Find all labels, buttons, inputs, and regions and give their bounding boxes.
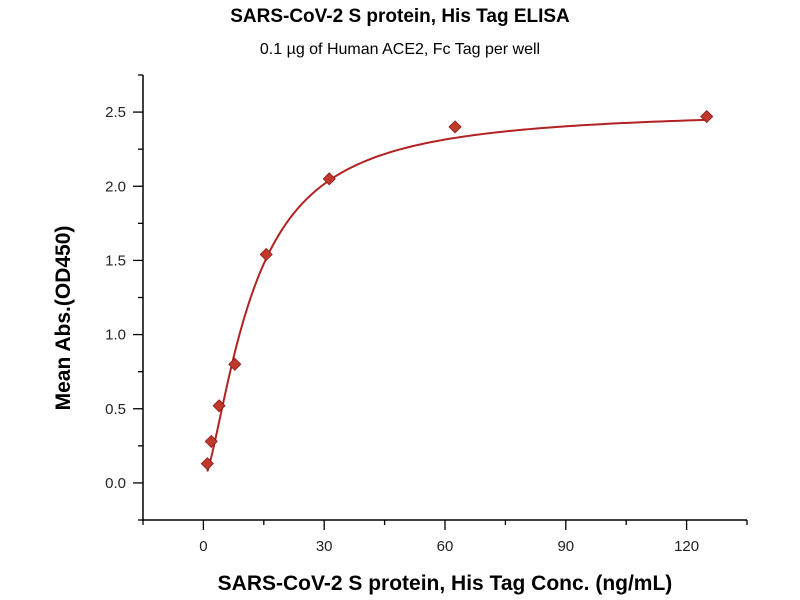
y-tick-label: 1.5	[105, 252, 126, 269]
data-point	[204, 434, 218, 448]
y-tick-label: 2.5	[105, 104, 126, 121]
x-tick-label: 120	[674, 538, 699, 555]
x-tick-label: 90	[557, 538, 574, 555]
y-tick-label: 0.0	[105, 475, 126, 492]
data-point	[322, 172, 336, 186]
chart-subtitle: 0.1 µg of Human ACE2, Fc Tag per well	[260, 41, 540, 58]
y-tick-label: 0.5	[105, 401, 126, 418]
data-point	[448, 120, 462, 134]
data-point	[212, 399, 226, 413]
data-point	[200, 457, 214, 471]
y-tick-label: 2.0	[105, 178, 126, 195]
x-axis-label: SARS-CoV-2 S protein, His Tag Conc. (ng/…	[218, 572, 673, 595]
y-axis-label: Mean Abs.(OD450)	[52, 226, 75, 411]
chart-title: SARS-CoV-2 S protein, His Tag ELISA	[230, 6, 570, 27]
x-tick-label: 60	[437, 538, 454, 555]
x-tick-label: 0	[199, 538, 207, 555]
y-tick-label: 1.0	[105, 327, 126, 344]
data-point	[700, 109, 714, 124]
data-point	[259, 247, 273, 262]
x-tick-label: 30	[316, 538, 333, 555]
data-point	[228, 357, 242, 371]
fit-curve	[206, 118, 707, 472]
